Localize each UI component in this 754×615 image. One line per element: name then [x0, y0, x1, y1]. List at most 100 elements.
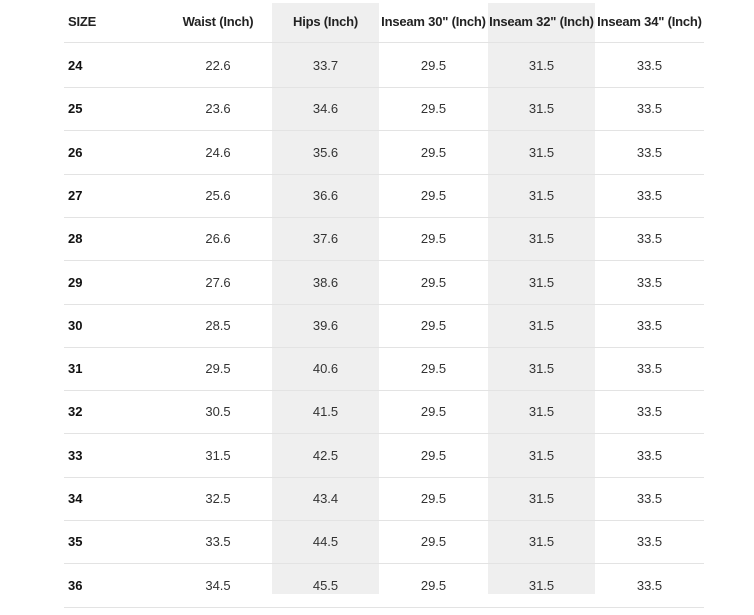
cell-waist: 32.5	[205, 491, 231, 506]
cell-waist: 28.5	[205, 317, 231, 333]
table-row: 29 27.6 38.6 29.5 31.5 33.5	[64, 261, 704, 305]
table-row: 25 23.6 34.6 29.5 31.5 33.5	[64, 87, 704, 132]
table-row: 36 34.5 45.5 29.5 31.5 33.5	[64, 564, 704, 608]
hips-column-shading	[272, 3, 379, 594]
cell-waist: 26.6	[205, 231, 231, 247]
cell-waist: 31.5	[205, 447, 231, 463]
cell-waist: 30.5	[205, 404, 231, 420]
cell-inseam-32: 31.5	[528, 231, 555, 247]
cell-inseam-30: 29.5	[420, 491, 447, 506]
cell-inseam-34: 33.5	[636, 274, 663, 290]
cell-size: 34	[68, 491, 83, 506]
header-size: SIZE	[68, 13, 97, 29]
cell-size: 29	[68, 274, 83, 290]
cell-hips: 35.6	[312, 144, 339, 160]
table-row: 26 24.6 35.6 29.5 31.5 33.5	[64, 131, 704, 175]
cell-inseam-30: 29.5	[420, 187, 447, 203]
header-inseam-32: Inseam 32" (Inch)	[489, 13, 594, 29]
cell-inseam-30: 29.5	[420, 274, 447, 290]
cell-inseam-34: 33.5	[636, 577, 663, 593]
table-row: 24 22.6 33.7 29.5 31.5 33.5	[64, 44, 704, 88]
cell-inseam-34: 33.5	[636, 187, 663, 203]
header-inseam-34: Inseam 34" (Inch)	[597, 13, 702, 29]
cell-hips: 36.6	[312, 187, 339, 203]
cell-inseam-34: 33.5	[636, 534, 663, 550]
table-row: 33 31.5 42.5 29.5 31.5 33.5	[64, 434, 704, 478]
cell-hips: 40.6	[312, 361, 339, 377]
table-row: 32 30.5 41.5 29.5 31.5 33.5	[64, 390, 704, 435]
cell-inseam-30: 29.5	[420, 534, 447, 550]
cell-hips: 43.4	[312, 491, 339, 506]
cell-waist: 24.6	[205, 144, 231, 160]
cell-waist: 25.6	[205, 187, 231, 203]
cell-size: 25	[68, 101, 83, 117]
table-row: 35 33.5 44.5 29.5 31.5 33.5	[64, 520, 704, 565]
cell-inseam-32: 31.5	[528, 361, 555, 377]
cell-inseam-32: 31.5	[528, 447, 555, 463]
cell-size: 36	[68, 577, 83, 593]
cell-hips: 39.6	[312, 317, 339, 333]
header-waist: Waist (Inch)	[182, 13, 254, 29]
cell-inseam-34: 33.5	[636, 58, 663, 73]
table-header-row: SIZE Waist (Inch) Hips (Inch) Inseam 30"…	[64, 0, 704, 43]
cell-inseam-30: 29.5	[420, 144, 447, 160]
cell-inseam-34: 33.5	[636, 491, 663, 506]
cell-inseam-32: 31.5	[528, 317, 555, 333]
cell-inseam-32: 31.5	[528, 144, 555, 160]
cell-hips: 38.6	[312, 274, 339, 290]
cell-inseam-32: 31.5	[528, 274, 555, 290]
cell-inseam-32: 31.5	[528, 58, 555, 73]
cell-size: 27	[68, 187, 83, 203]
cell-size: 33	[68, 447, 83, 463]
table-row: 27 25.6 36.6 29.5 31.5 33.5	[64, 174, 704, 218]
cell-size: 24	[68, 58, 83, 73]
cell-inseam-34: 33.5	[636, 404, 663, 420]
table-row: 34 32.5 43.4 29.5 31.5 33.5	[64, 477, 704, 521]
cell-inseam-34: 33.5	[636, 447, 663, 463]
cell-inseam-34: 33.5	[636, 231, 663, 247]
cell-hips: 44.5	[312, 534, 339, 550]
cell-inseam-30: 29.5	[420, 361, 447, 377]
cell-size: 32	[68, 404, 83, 420]
cell-waist: 22.6	[205, 58, 231, 73]
table-row: 30 28.5 39.6 29.5 31.5 33.5	[64, 304, 704, 348]
cell-inseam-32: 31.5	[528, 404, 555, 420]
cell-inseam-34: 33.5	[636, 361, 663, 377]
cell-inseam-32: 31.5	[528, 187, 555, 203]
cell-hips: 41.5	[312, 404, 339, 420]
cell-inseam-30: 29.5	[420, 58, 447, 73]
cell-waist: 34.5	[205, 577, 231, 593]
cell-hips: 33.7	[312, 58, 339, 73]
cell-hips: 34.6	[312, 101, 339, 117]
cell-waist: 27.6	[205, 274, 231, 290]
header-inseam-30: Inseam 30" (Inch)	[381, 13, 486, 29]
cell-size: 26	[68, 144, 83, 160]
cell-inseam-30: 29.5	[420, 231, 447, 247]
inseam-32-column-shading	[488, 3, 595, 594]
cell-inseam-32: 31.5	[528, 101, 555, 117]
cell-inseam-34: 33.5	[636, 101, 663, 117]
cell-size: 28	[68, 231, 83, 247]
table-row: 28 26.6 37.6 29.5 31.5 33.5	[64, 217, 704, 262]
cell-inseam-30: 29.5	[420, 317, 447, 333]
cell-size: 31	[68, 361, 83, 377]
cell-size: 35	[68, 534, 83, 550]
cell-waist: 29.5	[205, 361, 231, 377]
size-chart-table: SIZE Waist (Inch) Hips (Inch) Inseam 30"…	[64, 0, 704, 608]
cell-size: 30	[68, 317, 83, 333]
cell-waist: 23.6	[205, 101, 231, 117]
cell-inseam-30: 29.5	[420, 101, 447, 117]
cell-waist: 33.5	[205, 534, 231, 550]
cell-inseam-30: 29.5	[420, 447, 447, 463]
cell-inseam-30: 29.5	[420, 577, 447, 593]
cell-inseam-32: 31.5	[528, 491, 555, 506]
cell-inseam-30: 29.5	[420, 404, 447, 420]
cell-inseam-34: 33.5	[636, 317, 663, 333]
header-hips: Hips (Inch)	[293, 13, 358, 29]
cell-inseam-32: 31.5	[528, 577, 555, 593]
table-row: 31 29.5 40.6 29.5 31.5 33.5	[64, 347, 704, 392]
cell-hips: 42.5	[312, 447, 339, 463]
cell-inseam-32: 31.5	[528, 534, 555, 550]
cell-inseam-34: 33.5	[636, 144, 663, 160]
cell-hips: 37.6	[312, 231, 339, 247]
